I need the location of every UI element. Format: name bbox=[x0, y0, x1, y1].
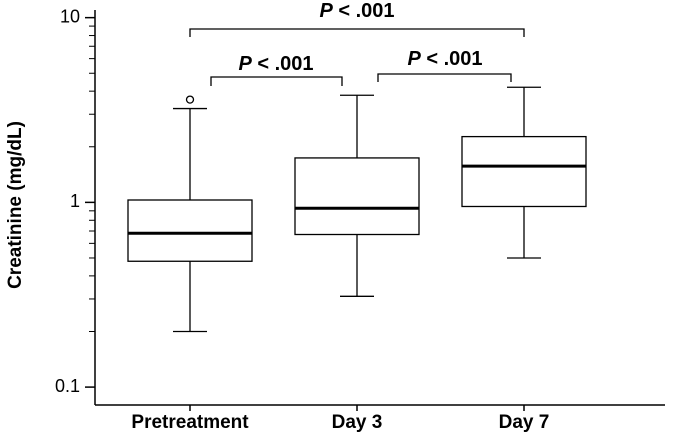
annotation-part: < .001 bbox=[252, 53, 314, 75]
significance-bracket bbox=[189, 28, 525, 37]
y-axis-label: Creatinine (mg/dL) bbox=[5, 121, 26, 289]
box bbox=[294, 157, 420, 236]
annotation: P < .001 bbox=[407, 48, 482, 70]
significance-bracket bbox=[377, 73, 512, 82]
annotation-part: P bbox=[238, 53, 252, 75]
x-tick-label: Day 7 bbox=[499, 412, 550, 433]
y-tick-label: 0.1 bbox=[55, 376, 80, 396]
annotation: P < .001 bbox=[319, 0, 394, 22]
x-tick-label: Pretreatment bbox=[131, 412, 249, 433]
y-tick-label: 1 bbox=[70, 191, 80, 211]
outlier bbox=[185, 95, 195, 104]
x-tick-label: Day 3 bbox=[332, 412, 383, 433]
significance-bracket bbox=[210, 76, 343, 86]
box bbox=[127, 199, 253, 262]
y-tick-label: 10 bbox=[60, 6, 80, 26]
annotation-part: P bbox=[319, 0, 333, 22]
box bbox=[461, 135, 587, 208]
annotation-part: < .001 bbox=[333, 0, 395, 22]
annotation-part: P bbox=[407, 48, 421, 70]
annotation-part: < .001 bbox=[421, 48, 483, 70]
annotation: P < .001 bbox=[238, 53, 313, 75]
